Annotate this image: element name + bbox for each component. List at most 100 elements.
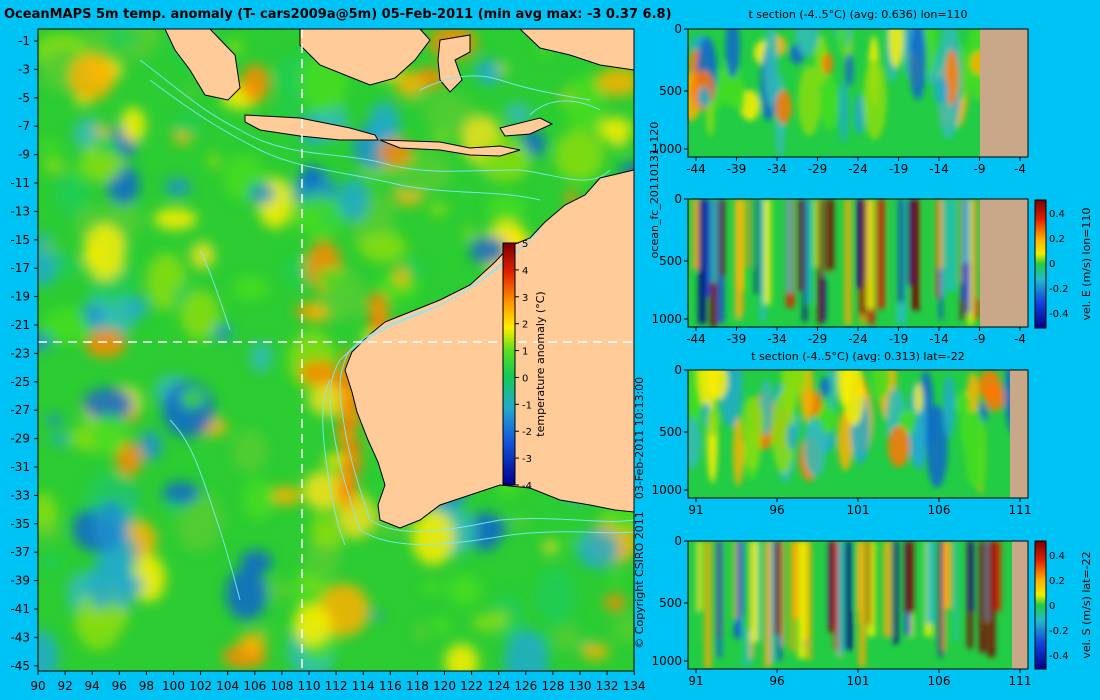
velocity-colorbar-label: vel. E (m/s) lon=110 bbox=[1080, 208, 1093, 321]
lat-tick-label: -23 bbox=[10, 346, 30, 360]
section-land bbox=[1010, 370, 1028, 498]
section-x-tick-label: -24 bbox=[848, 332, 868, 346]
lon-tick-label: 90 bbox=[30, 679, 45, 693]
land-australia bbox=[344, 169, 634, 529]
velocity-colorbar-tick-label: 0 bbox=[1049, 601, 1055, 612]
panel-title: t section (-4..5°C) (avg: 0.636) lon=110 bbox=[748, 8, 967, 21]
section-x-tick-label: -44 bbox=[686, 332, 706, 346]
lon-tick-label: 124 bbox=[487, 679, 510, 693]
lon-tick-label: 94 bbox=[85, 679, 100, 693]
colorbar-tick-label: 4 bbox=[522, 266, 528, 277]
land-timor bbox=[499, 117, 554, 137]
lon-tick-label: 96 bbox=[112, 679, 127, 693]
section-y-tick-label: 500 bbox=[659, 425, 682, 439]
bathymetry-contours bbox=[139, 59, 634, 601]
velocity-colorbar-tick-label: -0.4 bbox=[1049, 309, 1069, 320]
velocity-colorbar bbox=[1034, 199, 1047, 329]
temperature-colorbar: 5 4 3 2 1 0 -1 -2 -3 -4 temperature anomaly (°C) bbox=[502, 239, 547, 492]
section-x-tick-label: 96 bbox=[769, 674, 784, 688]
velocity-colorbar-tick-label: 0.2 bbox=[1049, 576, 1065, 587]
land-sumatra-java bbox=[164, 29, 241, 101]
latitude-axis: -1 -3 -5 -7 -9 -11 -13 -15 -17 -19 -21 -23 -25 -27 -29… bbox=[10, 34, 38, 673]
section-x-tick-label: 96 bbox=[769, 503, 784, 517]
section-panels: t section (-4..5°C) (avg: 0.636) lon=110… bbox=[651, 8, 1093, 688]
velocity-colorbar-tick-label: 0.4 bbox=[1049, 551, 1065, 562]
lat-tick-label: -37 bbox=[10, 545, 30, 559]
section-x-tick-label: -29 bbox=[808, 332, 828, 346]
lon-tick-label: 128 bbox=[541, 679, 564, 693]
panel-vel-e-lon-110: -44 -39 -34 -29 -24 -19 -14 -9 -4 0 500 1000 0.4 0.2… bbox=[651, 192, 1093, 346]
temperature-colorbar-label: temperature anomaly (°C) bbox=[534, 291, 547, 436]
lat-tick-label: -31 bbox=[10, 460, 30, 474]
section-x-tick-label: 111 bbox=[1009, 503, 1032, 517]
section-x-tick-label: 101 bbox=[847, 674, 870, 688]
lon-tick-label: 108 bbox=[270, 679, 293, 693]
section-x-tick-label: -39 bbox=[727, 332, 747, 346]
lon-tick-label: 126 bbox=[514, 679, 537, 693]
colorbar-tick-label: -4 bbox=[522, 481, 532, 492]
lat-tick-label: -25 bbox=[10, 375, 30, 389]
section-x-tick-label: 101 bbox=[847, 503, 870, 517]
lon-tick-label: 132 bbox=[596, 679, 619, 693]
section-y-tick-label: 0 bbox=[674, 22, 682, 36]
section-x-tick-label: -4 bbox=[1014, 162, 1026, 176]
lat-tick-label: -21 bbox=[10, 318, 30, 332]
lat-tick-label: -45 bbox=[10, 659, 30, 673]
lat-tick-label: -19 bbox=[10, 290, 30, 304]
temperature-colorbar-ramp bbox=[502, 242, 516, 486]
panel-temp-lon-110: t section (-4..5°C) (avg: 0.636) lon=110… bbox=[651, 8, 1029, 176]
colorbar-tick-label: -2 bbox=[522, 427, 532, 438]
section-y-tick-label: 0 bbox=[674, 192, 682, 206]
section-y-tick-label: 0 bbox=[674, 534, 682, 548]
lat-tick-label: -17 bbox=[10, 261, 30, 275]
lon-tick-label: 134 bbox=[623, 679, 646, 693]
lon-tick-label: 114 bbox=[352, 679, 375, 693]
panel-title: t section (-4..5°C) (avg: 0.313) lat=-22 bbox=[751, 350, 964, 363]
velocity-colorbar-tick-label: 0.4 bbox=[1049, 209, 1065, 220]
run-label: ocean_fc_20110131_120 bbox=[648, 122, 661, 259]
section-x-tick-label: -19 bbox=[889, 162, 909, 176]
lat-tick-label: -29 bbox=[10, 432, 30, 446]
section-y-tick-label: 1000 bbox=[651, 312, 682, 326]
section-x-tick-label: 91 bbox=[688, 503, 703, 517]
colorbar-tick-label: -1 bbox=[522, 400, 532, 411]
lon-tick-label: 120 bbox=[433, 679, 456, 693]
lon-tick-label: 100 bbox=[162, 679, 185, 693]
land-borneo bbox=[299, 29, 431, 86]
colorbar-tick-label: 3 bbox=[522, 293, 528, 304]
velocity-colorbar-tick-label: -0.4 bbox=[1049, 651, 1069, 662]
colorbar-tick-label: 5 bbox=[522, 239, 528, 250]
lat-tick-label: -3 bbox=[18, 62, 30, 76]
lat-tick-label: -11 bbox=[10, 176, 30, 190]
lon-tick-label: 116 bbox=[379, 679, 402, 693]
section-x-tick-label: -44 bbox=[686, 162, 706, 176]
lon-tick-label: 102 bbox=[189, 679, 212, 693]
section-y-tick-label: 500 bbox=[659, 254, 682, 268]
lat-tick-label: -33 bbox=[10, 488, 30, 502]
longitude-axis: 90 92 94 96 98 100 102 104 106 108 110 112 114 116 118… bbox=[30, 671, 646, 693]
lon-tick-label: 112 bbox=[325, 679, 348, 693]
land-new-guinea bbox=[519, 29, 634, 71]
section-x-tick-label: -34 bbox=[767, 332, 787, 346]
section-y-tick-label: 1000 bbox=[651, 654, 682, 668]
section-x-tick-label: 91 bbox=[688, 674, 703, 688]
section-x-tick-label: -19 bbox=[889, 332, 909, 346]
colorbar-tick-label: 1 bbox=[522, 347, 528, 358]
lon-tick-label: 98 bbox=[139, 679, 154, 693]
section-x-tick-label: -29 bbox=[808, 162, 828, 176]
section-x-tick-label: -9 bbox=[974, 162, 986, 176]
section-x-tick-label: -14 bbox=[929, 332, 949, 346]
section-x-tick-label: -9 bbox=[974, 332, 986, 346]
section-y-tick-label: 500 bbox=[659, 596, 682, 610]
lat-tick-label: -15 bbox=[10, 233, 30, 247]
panel-vel-s-lat-22: 91 96 101 106 111 0 500 1000 0.4 0.2 0 -0.2 -0.4 ve… bbox=[651, 534, 1093, 688]
section-y-tick-label: 0 bbox=[674, 363, 682, 377]
lon-tick-label: 106 bbox=[243, 679, 266, 693]
lat-tick-label: -35 bbox=[10, 517, 30, 531]
lat-tick-label: -5 bbox=[18, 91, 30, 105]
section-y-tick-label: 1000 bbox=[651, 142, 682, 156]
section-x-tick-label: 111 bbox=[1009, 674, 1032, 688]
panel-temp-lat-22: t section (-4..5°C) (avg: 0.313) lat=-22… bbox=[651, 350, 1032, 517]
lat-tick-label: -41 bbox=[10, 602, 30, 616]
